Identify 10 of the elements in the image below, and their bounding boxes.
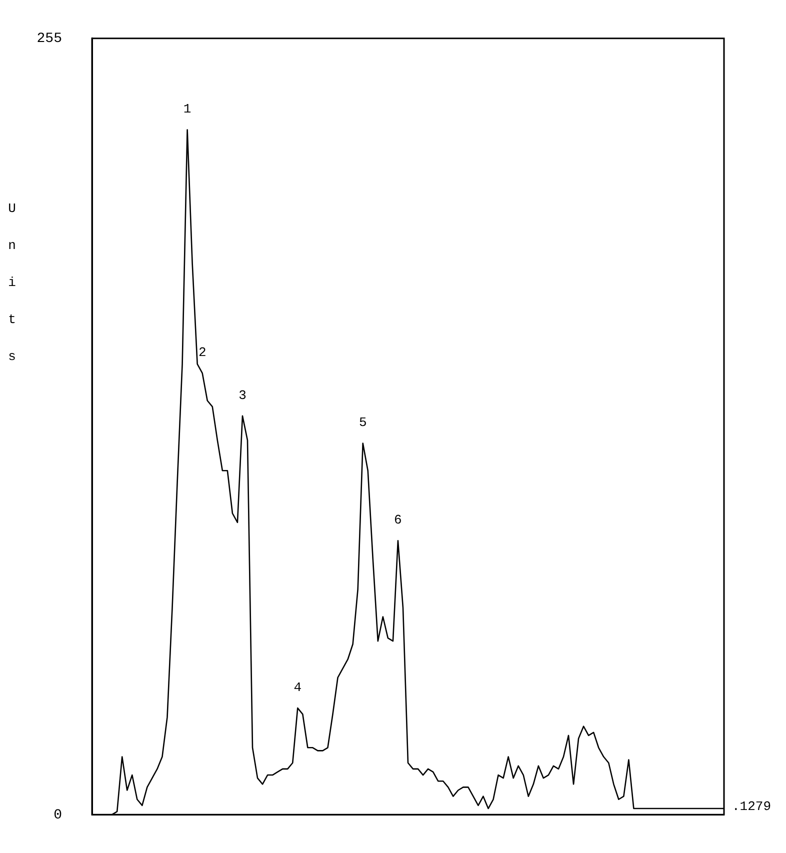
annotation: 5 [358, 415, 367, 430]
annotation: 4 [294, 680, 302, 695]
annotation: 2 [198, 345, 206, 360]
text: .1279 [732, 799, 772, 814]
annotation: 1 [183, 102, 192, 117]
y-tick-label: 255 [36, 31, 62, 48]
text: Units [8, 201, 16, 364]
annotation: 6 [394, 512, 402, 528]
y-tick-label: 0 [54, 807, 62, 824]
annotation: 3 [238, 388, 246, 403]
